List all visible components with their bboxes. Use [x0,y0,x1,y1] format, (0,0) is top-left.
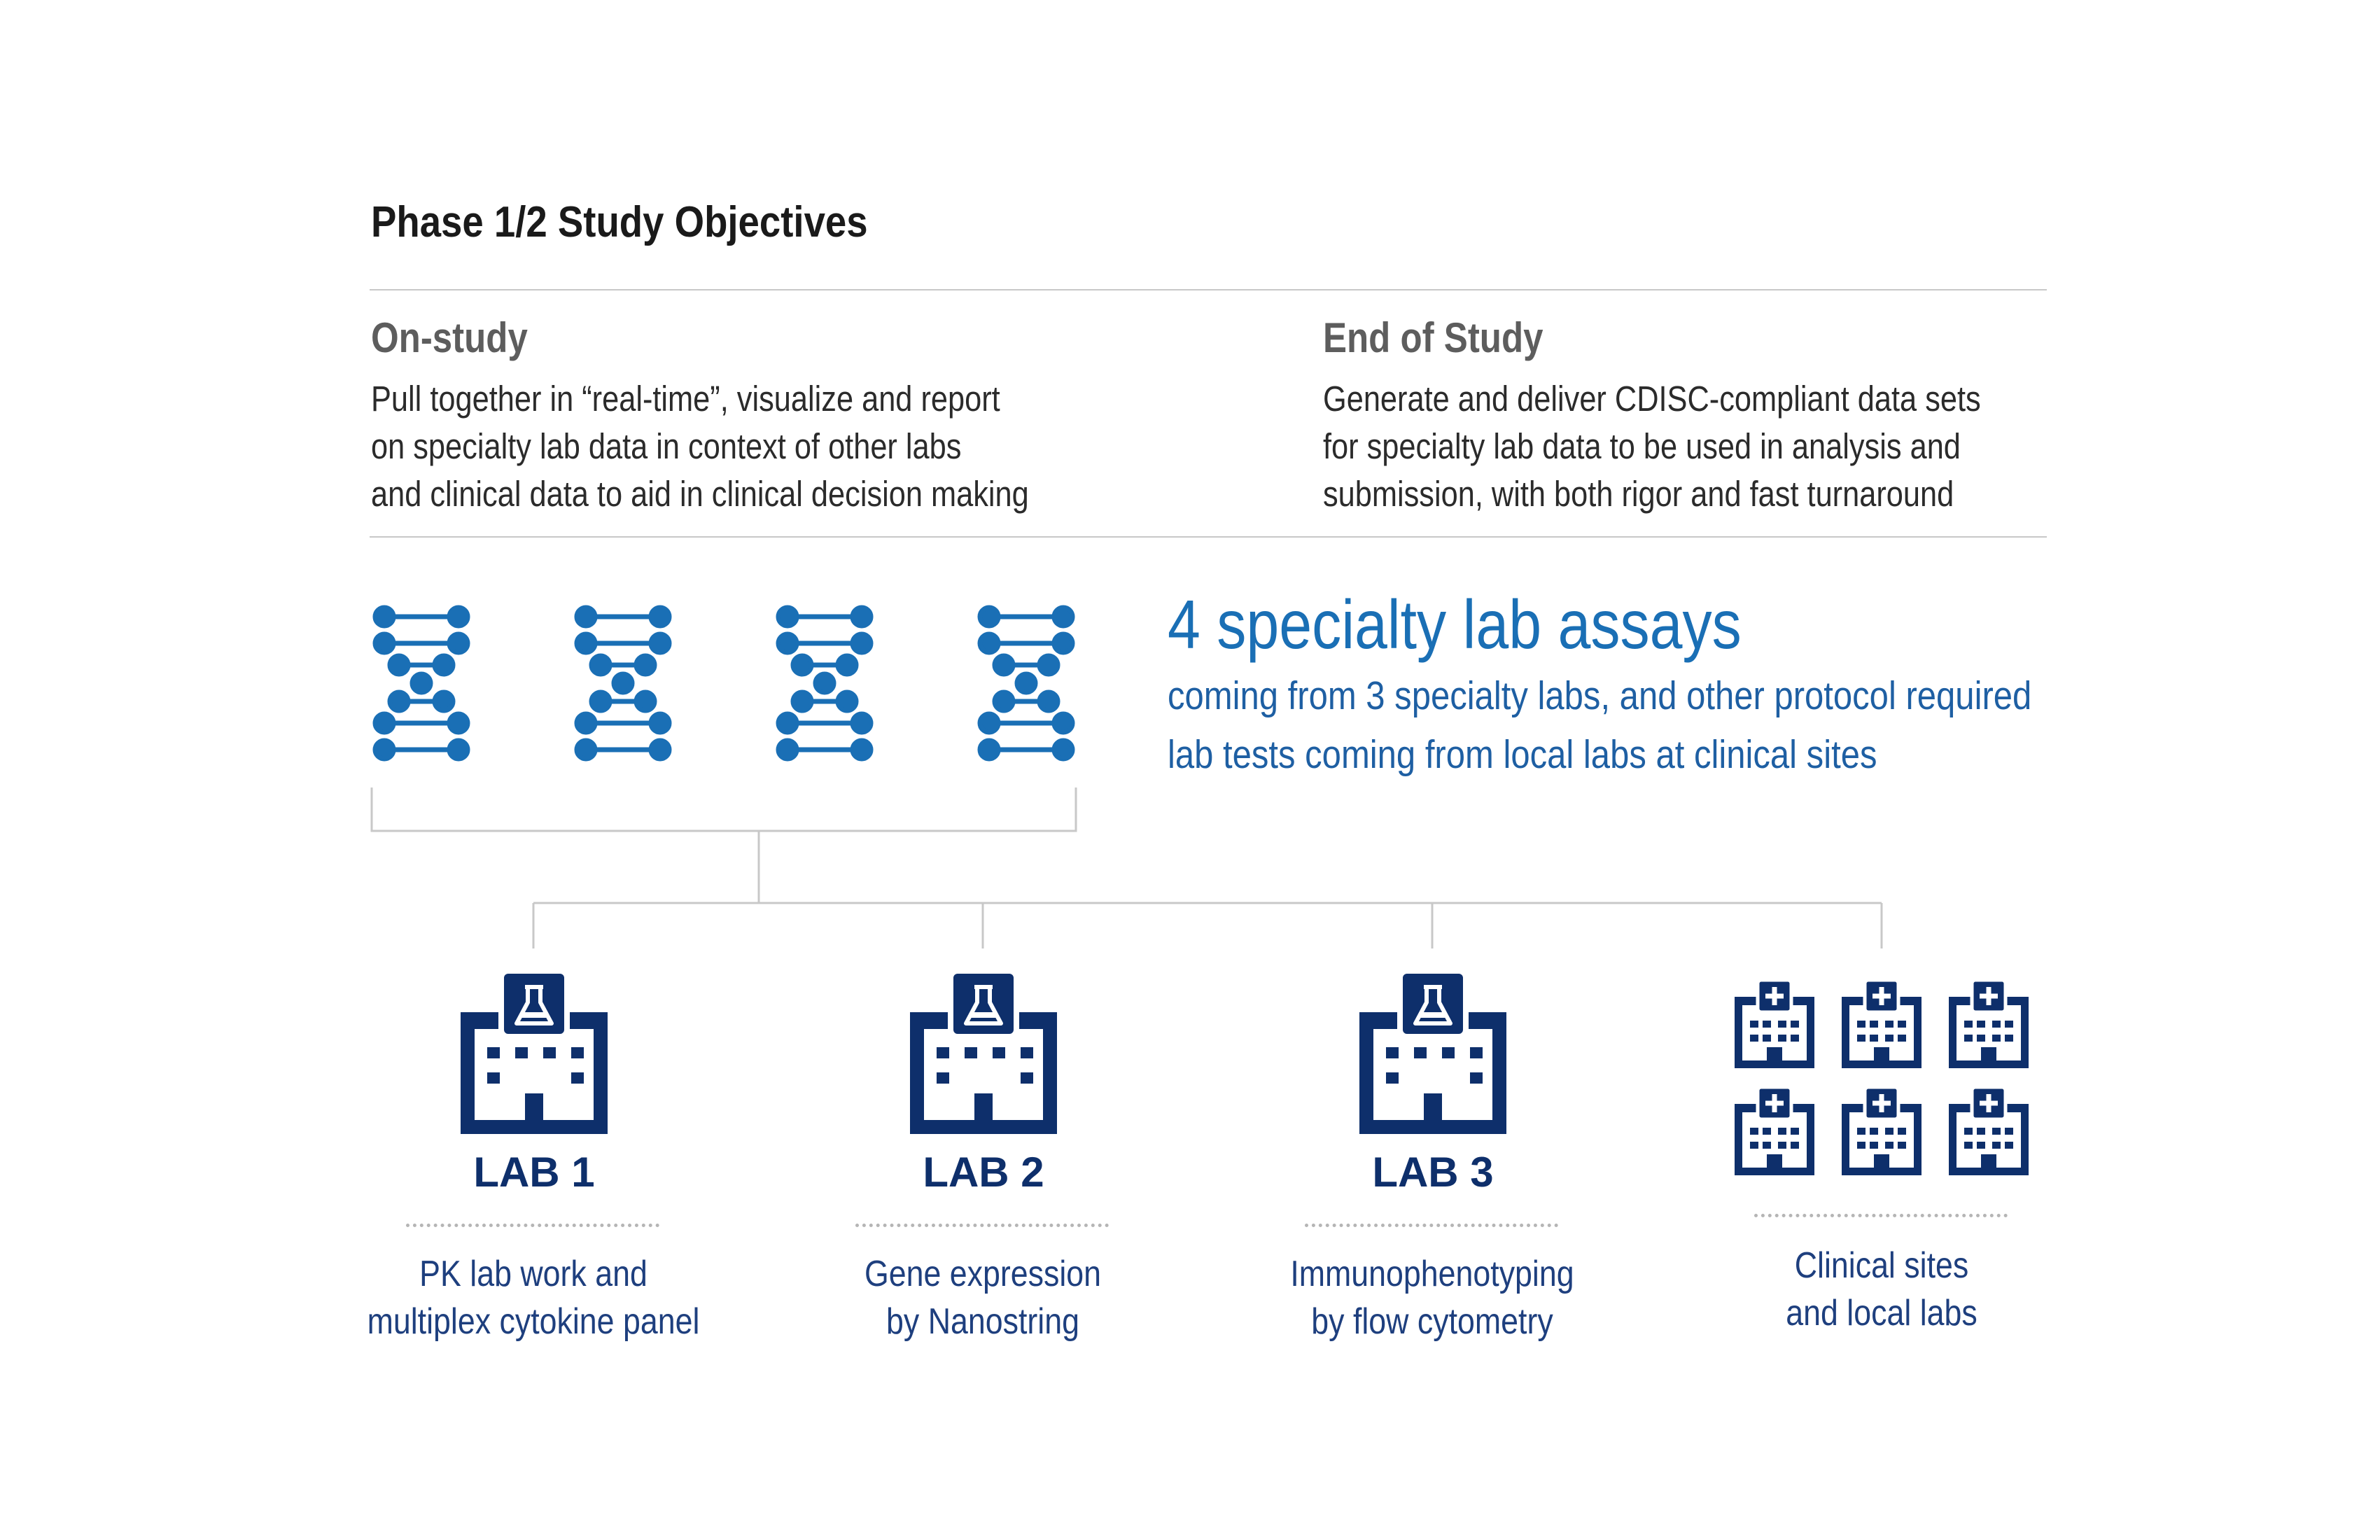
on-study-line: and clinical data to aid in clinical dec… [371,474,1029,514]
on-study-line: on specialty lab data in context of othe… [371,426,962,466]
lab-building-icon [1359,971,1506,1134]
lab-desc-line: PK lab work and [419,1254,648,1294]
assays-line: lab tests coming from local labs at clin… [1168,732,1877,777]
on-study-line: Pull together in “real-time”, visualize … [371,379,1000,419]
end-of-study-line: Generate and deliver CDISC-compliant dat… [1323,379,1981,419]
top-divider [370,289,2047,290]
hospital-icon [1842,980,1921,1068]
end-of-study-line: submission, with both rigor and fast tur… [1323,474,1954,514]
assays-line: coming from 3 specialty labs, and other … [1168,673,2032,718]
connector-lines [370,788,1883,948]
hospital-icon [1735,980,1814,1068]
end-of-study-description: Generate and deliver CDISC-compliant dat… [1323,375,1981,518]
dotted-separator [855,1224,1109,1227]
dna-icon [375,608,468,759]
dotted-separator [406,1224,659,1227]
lab-3-label: LAB 3 [1372,1149,1494,1196]
on-study-heading: On-study [371,314,528,361]
hospital-icon [1735,1087,1814,1175]
lab-3-description: Immunophenotyping by flow cytometry [1187,1250,1677,1345]
assays-description: coming from 3 specialty labs, and other … [1168,666,2031,784]
lab-desc-line: Gene expression [864,1254,1102,1294]
dotted-separator [1754,1214,2008,1217]
lab-desc-line: multiplex cytokine panel [367,1301,700,1342]
clinical-desc-line: and local labs [1786,1293,1977,1334]
lab-1-label: LAB 1 [473,1149,595,1196]
lab-building-icon [910,971,1057,1134]
assays-title: 4 specialty lab assays [1168,586,1742,663]
dna-icon [577,608,669,759]
lab-2-description: Gene expression by Nanostring [738,1250,1228,1345]
dotted-separator [1305,1224,1558,1227]
on-study-description: Pull together in “real-time”, visualize … [371,375,1029,518]
dna-icon [980,608,1072,759]
hospital-icon [1949,1087,2029,1175]
lab-desc-line: by flow cytometry [1311,1301,1553,1342]
hospital-icon [1949,980,2029,1068]
hospital-icon [1842,1087,1921,1175]
dna-icon [778,608,871,759]
middle-divider [370,536,2047,538]
end-of-study-heading: End of Study [1323,314,1544,361]
lab-1-description: PK lab work and multiplex cytokine panel [288,1250,778,1345]
end-of-study-line: for specialty lab data to be used in ana… [1323,426,1961,466]
clinical-sites-description: Clinical sites and local labs [1637,1242,2127,1337]
lab-2-label: LAB 2 [923,1149,1044,1196]
clinical-desc-line: Clinical sites [1794,1245,1969,1286]
lab-building-icon [461,971,608,1134]
lab-desc-line: by Nanostring [886,1301,1079,1342]
lab-desc-line: Immunophenotyping [1290,1254,1574,1294]
page-title: Phase 1/2 Study Objectives [371,198,868,246]
